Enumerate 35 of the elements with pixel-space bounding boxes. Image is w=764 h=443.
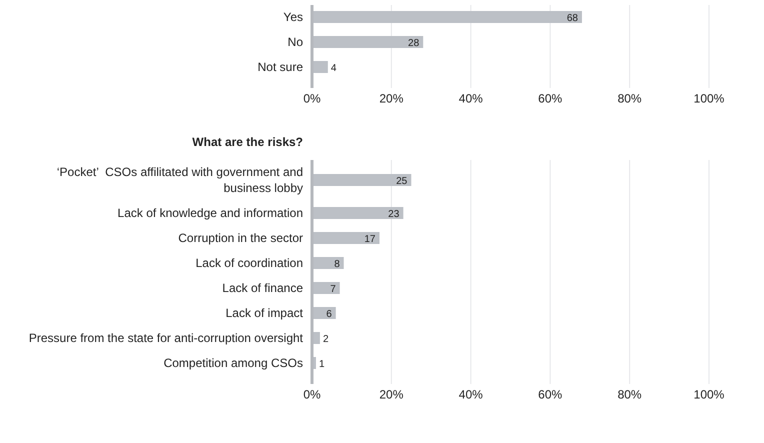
x-tick-label: 0% [303, 92, 321, 106]
data-label: 4 [330, 63, 337, 74]
y-tick-label: Yes [283, 10, 303, 24]
y-tick-label: No [288, 35, 304, 49]
y-tick-label: Competition among CSOs [164, 356, 303, 370]
x-tick-label: 20% [379, 388, 404, 402]
y-tick-label: Lack of impact [226, 306, 304, 320]
data-label: 8 [334, 259, 340, 270]
y-tick-label: ‘Pocket’ CSOs affilitated with government and business lobby [56, 165, 303, 195]
y-tick-label: Lack of finance [222, 281, 304, 295]
x-tick-label: 80% [618, 388, 642, 402]
y-tick-label: Pressure from the state for anti-corruption oversight [28, 331, 304, 345]
data-label: 6 [326, 309, 332, 320]
x-tick-label: 60% [538, 388, 563, 402]
x-tick-label: 0% [303, 388, 321, 402]
x-tick-label: 40% [458, 388, 484, 402]
y-tick-label: Lack of knowledge and information [118, 206, 303, 220]
data-label: 25 [396, 176, 408, 187]
data-label: 1 [318, 359, 325, 370]
data-label: 2 [322, 334, 329, 345]
chart-title: What are the risks? [192, 135, 303, 149]
x-tick-label: 100% [694, 388, 725, 402]
x-tick-label: 20% [379, 92, 404, 106]
x-tick-label: 60% [538, 92, 563, 106]
y-tick-label: Corruption in the sector [178, 231, 303, 245]
data-label: 7 [330, 284, 336, 295]
x-tick-label: 100% [694, 92, 725, 106]
data-label: 28 [408, 38, 420, 49]
x-tick-label: 80% [618, 92, 642, 106]
data-label: 68 [566, 13, 578, 24]
data-label: 23 [388, 209, 400, 220]
y-tick-label: Lack of coordination [196, 256, 303, 270]
x-tick-label: 40% [458, 92, 484, 106]
y-tick-label: Not sure [258, 60, 304, 74]
data-label: 17 [364, 234, 376, 245]
